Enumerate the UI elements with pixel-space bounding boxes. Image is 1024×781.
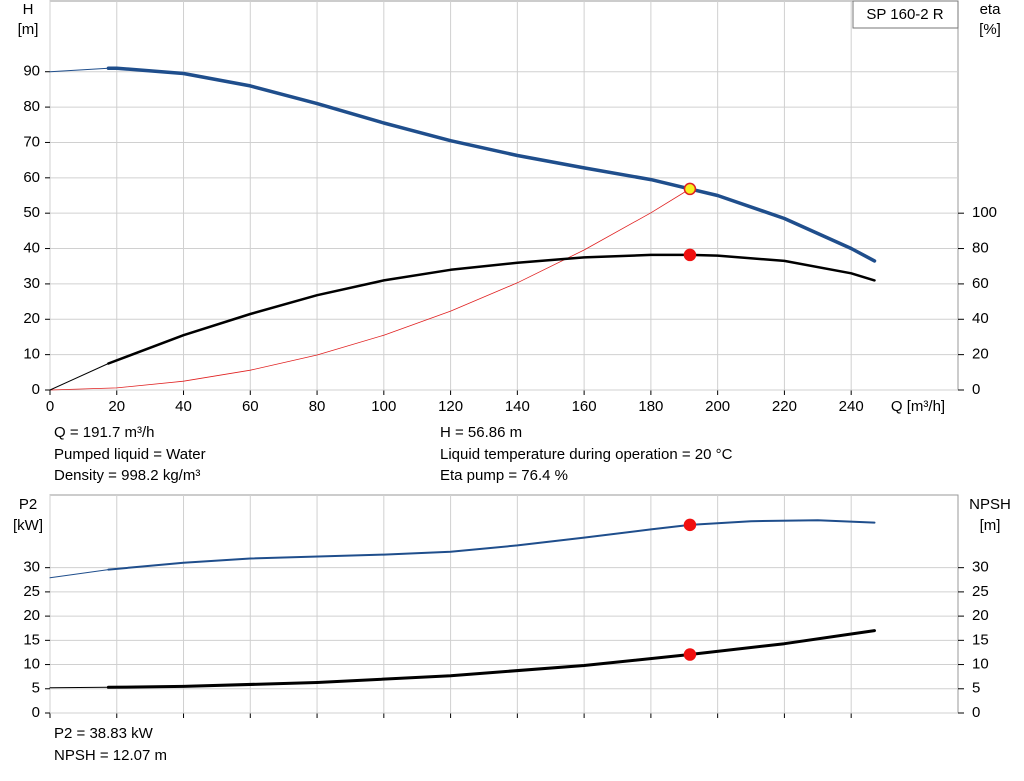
y2-tick-label: 20 [972, 607, 989, 624]
y2-tick-label: 60 [972, 275, 989, 292]
y2-tick-label: 40 [972, 310, 989, 327]
y2-axis-unit: [m] [980, 517, 1001, 534]
x-tick-label: 60 [242, 398, 259, 415]
x-tick-label: 160 [572, 398, 597, 415]
curve [49, 363, 109, 391]
x-tick-label: 80 [309, 398, 326, 415]
y-tick-label: 70 [23, 133, 40, 150]
y-tick-label: 15 [23, 631, 40, 648]
x-tick-label: 240 [839, 398, 864, 415]
y2-axis-name: NPSH [969, 496, 1011, 513]
y-tick-label: 50 [23, 204, 40, 221]
y-tick-label: 25 [23, 583, 40, 600]
curve [106, 629, 876, 689]
info-text: Density = 998.2 kg/m³ [54, 467, 200, 484]
y-tick-label: 0 [32, 381, 40, 398]
y2-tick-label: 15 [972, 631, 989, 648]
info-text: Pumped liquid = Water [54, 446, 206, 463]
operating-point [683, 518, 697, 532]
y-tick-label: 20 [23, 607, 40, 624]
x-tick-label: 0 [46, 398, 54, 415]
y-tick-label: 20 [23, 310, 40, 327]
x-tick-label: 40 [175, 398, 192, 415]
y2-axis-unit: [%] [979, 21, 1001, 38]
info-text: NPSH = 12.07 m [54, 747, 167, 764]
y2-tick-label: 80 [972, 240, 989, 257]
x-tick-label: 200 [705, 398, 730, 415]
curve [106, 66, 877, 263]
y-tick-label: 80 [23, 98, 40, 115]
info-text: P2 = 38.83 kW [54, 725, 154, 742]
y2-tick-label: 25 [972, 583, 989, 600]
info-text: Liquid temperature during operation = 20… [440, 446, 733, 463]
chart-title: SP 160-2 R [866, 6, 943, 23]
y2-tick-label: 20 [972, 346, 989, 363]
y-tick-label: 40 [23, 240, 40, 257]
y-tick-label: 10 [23, 656, 40, 673]
curve [49, 188, 691, 391]
x-axis-label: Q [m³/h] [891, 398, 945, 415]
x-tick-label: 220 [772, 398, 797, 415]
y-tick-label: 30 [23, 559, 40, 576]
x-tick-label: 100 [371, 398, 396, 415]
y-axis-unit: [m] [18, 21, 39, 38]
title-box [852, 0, 959, 29]
curve [107, 253, 876, 365]
y-tick-label: 0 [32, 704, 40, 721]
x-tick-label: 20 [108, 398, 125, 415]
info-text: H = 56.86 m [440, 424, 522, 441]
x-tick-label: 140 [505, 398, 530, 415]
info-text: Q = 191.7 m³/h [54, 424, 154, 441]
plot-area [49, 494, 959, 714]
y-tick-label: 5 [32, 680, 40, 697]
x-tick-label: 180 [638, 398, 663, 415]
curve [107, 519, 876, 571]
y2-axis-name: eta [980, 1, 1002, 18]
y-tick-label: 90 [23, 63, 40, 80]
operating-point [683, 248, 697, 262]
y2-tick-label: 0 [972, 704, 980, 721]
y2-tick-label: 10 [972, 656, 989, 673]
curve [49, 569, 109, 579]
operating-point [683, 648, 697, 661]
y2-tick-label: 0 [972, 381, 980, 398]
y-tick-label: 10 [23, 346, 40, 363]
operating-point [683, 182, 697, 196]
curve [49, 67, 109, 73]
info-text: Eta pump = 76.4 % [440, 467, 568, 484]
y-axis-name: H [23, 1, 34, 18]
y2-tick-label: 30 [972, 559, 989, 576]
x-tick-label: 120 [438, 398, 463, 415]
y2-tick-label: 100 [972, 204, 997, 221]
y-axis-unit: [kW] [13, 517, 43, 534]
y2-tick-label: 5 [972, 680, 980, 697]
y-tick-label: 30 [23, 275, 40, 292]
plot-area [49, 0, 959, 391]
curve [49, 686, 109, 689]
y-tick-label: 60 [23, 169, 40, 186]
y-axis-name: P2 [19, 496, 37, 513]
